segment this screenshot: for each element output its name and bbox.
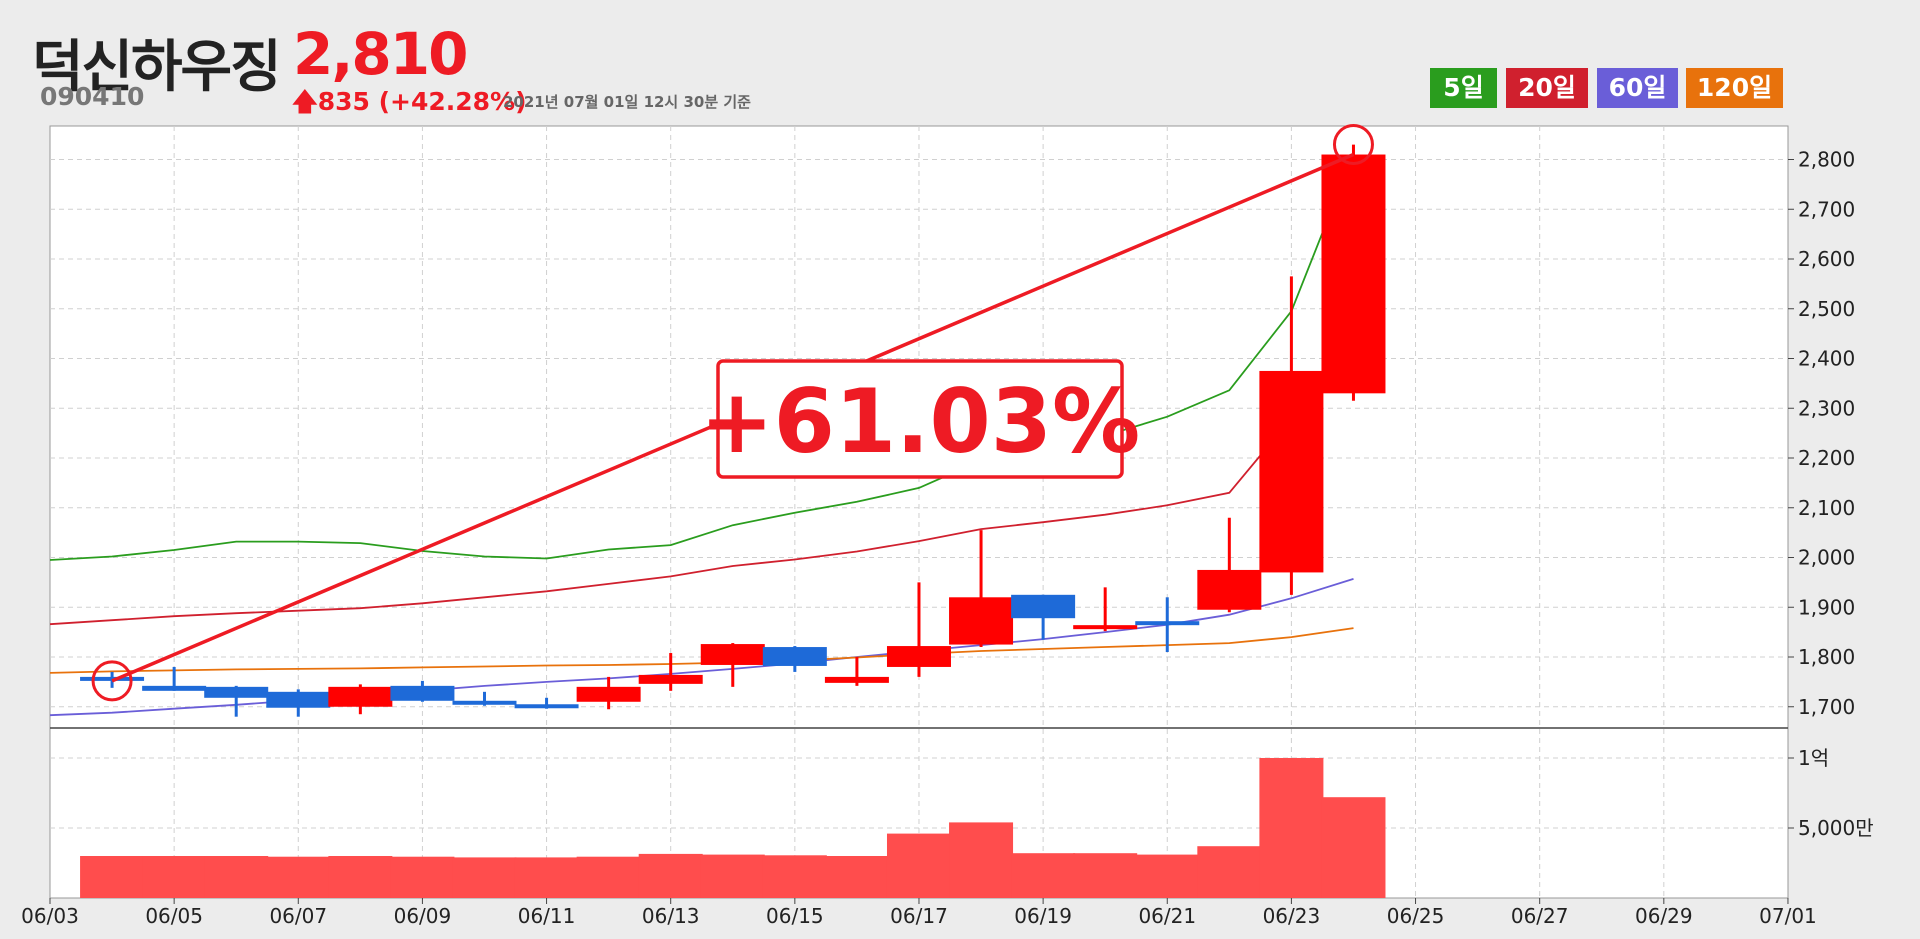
candle-body [142,685,207,691]
date-tick-label: 06/03 [21,904,79,928]
date-tick-label: 06/23 [1263,904,1321,928]
candle-body [1073,625,1138,630]
date-tick-label: 06/29 [1635,904,1693,928]
candle-body [266,691,331,708]
price-tick-label: 2,200 [1798,446,1855,470]
volume-bar [824,856,889,898]
price-tick-label: 1,900 [1798,595,1855,619]
date-tick-label: 06/07 [269,904,327,928]
annotation-box [716,359,1124,479]
price-tick-label: 2,300 [1798,396,1855,420]
volume-bar [514,857,579,898]
stock-change: 🡅835 (+42.28%) [292,83,527,126]
volume-bar [638,853,703,898]
legend-ma120[interactable]: 120일 [1686,68,1783,108]
candle-body [576,686,641,702]
volume-bar [1197,846,1262,898]
stock-timestamp: 2021년 07월 01일 12시 30분 기준 [503,93,751,111]
trend-annotation: +61.03% [91,124,1374,702]
stock-name: 덕신하우징 [32,35,282,100]
volume-bar [390,856,455,898]
volume-bar [700,854,765,898]
date-tick-label: 06/25 [1387,904,1445,928]
candle-body [514,704,579,709]
volume-bar [762,855,827,898]
price-tick-label: 1,700 [1798,695,1855,719]
date-tick-label: 06/05 [145,904,203,928]
volume-bar [204,856,269,898]
volume-bars [80,758,1386,898]
volume-bar [328,856,393,898]
price-tick-label: 2,100 [1798,496,1855,520]
volume-tick-label: 5,000만 [1798,816,1874,840]
volume-bar [1011,853,1076,898]
volume-bar [1073,853,1138,898]
volume-bar [1259,758,1324,898]
price-tick-label: 2,500 [1798,297,1855,321]
candle-body [949,597,1014,645]
date-tick-label: 06/21 [1138,904,1196,928]
candle-body [824,676,889,683]
price-tick-label: 2,000 [1798,546,1855,570]
candle-body [1321,154,1386,394]
candle-body [886,646,951,667]
date-tick-label: 06/27 [1511,904,1569,928]
candle-body [80,676,145,681]
candle-body [700,644,765,665]
volume-bar [80,856,145,898]
price-tick-label: 2,600 [1798,247,1855,271]
date-tick-label: 06/19 [1014,904,1072,928]
chart-plot-area [49,125,1789,899]
volume-bar [1135,854,1200,898]
candle-body [328,686,393,707]
volume-bar [266,856,331,898]
date-tick-label: 06/17 [890,904,948,928]
volume-bar [949,822,1014,898]
legend-ma5[interactable]: 5일 [1430,68,1497,108]
ma20-line [49,417,1293,626]
date-tick-label: 06/09 [394,904,452,928]
candle-body [452,700,517,705]
legend-ma60-label: 60일 [1608,73,1667,102]
annotation-label: +61.03% [700,370,1140,473]
date-tick-label: 06/11 [518,904,576,928]
stock-price: 2,810 [293,20,468,88]
price-tick-label: 2,700 [1798,197,1855,221]
price-tick-label: 2,800 [1798,148,1855,172]
price-tick-label: 1,800 [1798,645,1855,669]
volume-bar [1321,797,1386,898]
legend-ma60[interactable]: 60일 [1597,68,1678,108]
legend-ma20-label: 20일 [1518,73,1576,102]
candle-body [1197,569,1262,610]
stock-change-value: 835 (+42.28%) [317,87,527,116]
candle-body [1259,370,1324,573]
trend-end-marker [1332,124,1374,166]
date-tick-label: 06/15 [766,904,824,928]
volume-tick-label: 1억 [1798,746,1829,770]
arrow-up-icon: 🡅 [292,87,318,116]
candle-body [762,647,827,666]
candle-body [390,685,455,701]
candle-body [638,674,703,684]
volume-bar [142,856,207,898]
date-tick-label: 07/01 [1759,904,1817,928]
volume-bar [576,856,641,898]
volume-bar [452,857,517,898]
volume-bar [886,833,951,898]
trend-start-marker [91,660,133,702]
price-tick-label: 2,400 [1798,347,1855,371]
legend-ma120-label: 120일 [1696,73,1773,102]
legend-ma20[interactable]: 20일 [1506,68,1588,108]
date-tick-label: 06/13 [642,904,700,928]
ma5-line [49,154,1355,561]
axes: 1,700 1,800 1,900 2,000 2,100 2,200 2,300 2,400… [21,148,1873,929]
candles [80,144,1386,717]
candle-body [204,686,269,698]
candle-body [1135,621,1200,626]
candle-body [1011,594,1076,619]
legend-ma5-label: 5일 [1443,73,1484,102]
stock-code: 090410 [40,82,145,111]
